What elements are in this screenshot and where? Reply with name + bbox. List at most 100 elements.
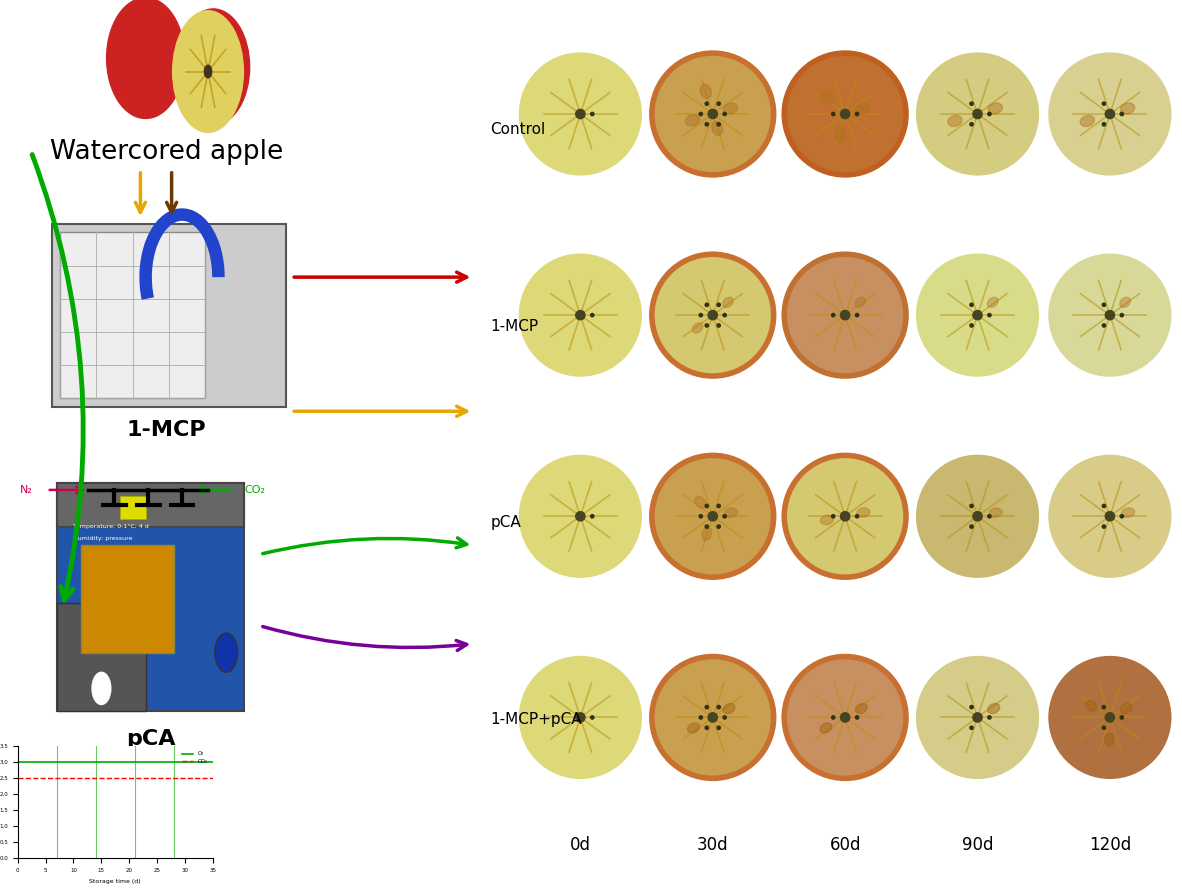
Circle shape (973, 310, 982, 320)
Circle shape (700, 314, 702, 316)
CO₂ (104, 773, 118, 784)
Circle shape (856, 113, 858, 115)
O₂ (201, 757, 215, 768)
Circle shape (1103, 525, 1105, 528)
Circle shape (988, 314, 991, 316)
Circle shape (723, 113, 726, 115)
Text: 1-MCP: 1-MCP (126, 420, 206, 440)
Circle shape (1048, 656, 1171, 779)
Circle shape (916, 455, 1039, 578)
Ellipse shape (688, 723, 700, 733)
Circle shape (717, 122, 720, 126)
Circle shape (1105, 310, 1115, 320)
Circle shape (519, 455, 642, 578)
Circle shape (651, 254, 774, 376)
Circle shape (784, 455, 907, 578)
Ellipse shape (686, 114, 700, 126)
Circle shape (717, 525, 720, 528)
Text: 90d: 90d (962, 836, 993, 854)
Circle shape (708, 109, 717, 119)
Circle shape (723, 716, 726, 719)
Circle shape (576, 310, 585, 320)
Ellipse shape (702, 527, 712, 540)
Circle shape (832, 716, 834, 719)
CO₂ (126, 773, 141, 784)
Circle shape (840, 511, 850, 521)
Ellipse shape (856, 103, 870, 114)
Circle shape (1121, 716, 1123, 719)
Circle shape (591, 113, 593, 115)
Circle shape (1121, 515, 1123, 518)
Ellipse shape (1080, 115, 1095, 126)
Circle shape (988, 113, 991, 115)
Circle shape (651, 656, 774, 779)
Circle shape (1121, 113, 1123, 115)
Circle shape (973, 713, 982, 722)
Circle shape (970, 102, 973, 105)
O₂ (206, 757, 220, 768)
Ellipse shape (700, 84, 712, 98)
Circle shape (723, 314, 726, 316)
Circle shape (708, 310, 717, 320)
Circle shape (92, 672, 111, 704)
Circle shape (576, 109, 585, 119)
Circle shape (700, 113, 702, 115)
Circle shape (717, 705, 720, 709)
CO₂ (206, 773, 220, 784)
Circle shape (1103, 324, 1105, 327)
Circle shape (706, 102, 708, 105)
Circle shape (1103, 705, 1105, 709)
O₂ (104, 757, 118, 768)
Text: N₂: N₂ (20, 485, 32, 495)
Ellipse shape (987, 298, 998, 308)
Ellipse shape (1105, 733, 1113, 746)
Circle shape (651, 53, 774, 175)
Circle shape (856, 515, 858, 518)
CO₂ (201, 773, 215, 784)
Ellipse shape (834, 128, 846, 142)
Circle shape (651, 455, 774, 578)
Ellipse shape (106, 0, 184, 119)
Circle shape (916, 254, 1039, 376)
Text: Watercored apple: Watercored apple (50, 139, 282, 164)
Text: 120d: 120d (1089, 836, 1131, 854)
Circle shape (519, 254, 642, 376)
Circle shape (970, 705, 973, 709)
CO₂ (116, 773, 130, 784)
Text: Control: Control (491, 122, 546, 137)
Circle shape (832, 113, 834, 115)
Ellipse shape (723, 704, 735, 713)
Circle shape (916, 53, 1039, 175)
Circle shape (204, 65, 212, 78)
Text: pCA: pCA (491, 516, 521, 530)
Ellipse shape (820, 515, 833, 525)
O₂ (116, 757, 130, 768)
Circle shape (784, 656, 907, 779)
Circle shape (988, 515, 991, 518)
Circle shape (215, 633, 238, 672)
Circle shape (970, 324, 973, 327)
Circle shape (706, 726, 708, 730)
Ellipse shape (693, 323, 703, 333)
Circle shape (784, 254, 907, 376)
X-axis label: Storage time (d): Storage time (d) (90, 879, 141, 883)
O₂ (170, 757, 184, 768)
Circle shape (706, 303, 708, 307)
Text: 1-MCP+pCA: 1-MCP+pCA (491, 713, 583, 727)
Circle shape (1103, 303, 1105, 307)
Ellipse shape (855, 298, 865, 308)
O₂ (126, 757, 141, 768)
FancyBboxPatch shape (57, 603, 145, 711)
Ellipse shape (177, 9, 249, 125)
Text: 1-MCP: 1-MCP (491, 319, 539, 333)
FancyBboxPatch shape (57, 483, 245, 711)
Circle shape (708, 511, 717, 521)
CO₂ (11, 773, 25, 784)
Circle shape (840, 109, 850, 119)
Circle shape (173, 11, 243, 132)
Ellipse shape (989, 508, 1002, 518)
Ellipse shape (988, 103, 1002, 114)
Circle shape (832, 314, 834, 316)
Circle shape (988, 716, 991, 719)
Circle shape (832, 515, 834, 518)
